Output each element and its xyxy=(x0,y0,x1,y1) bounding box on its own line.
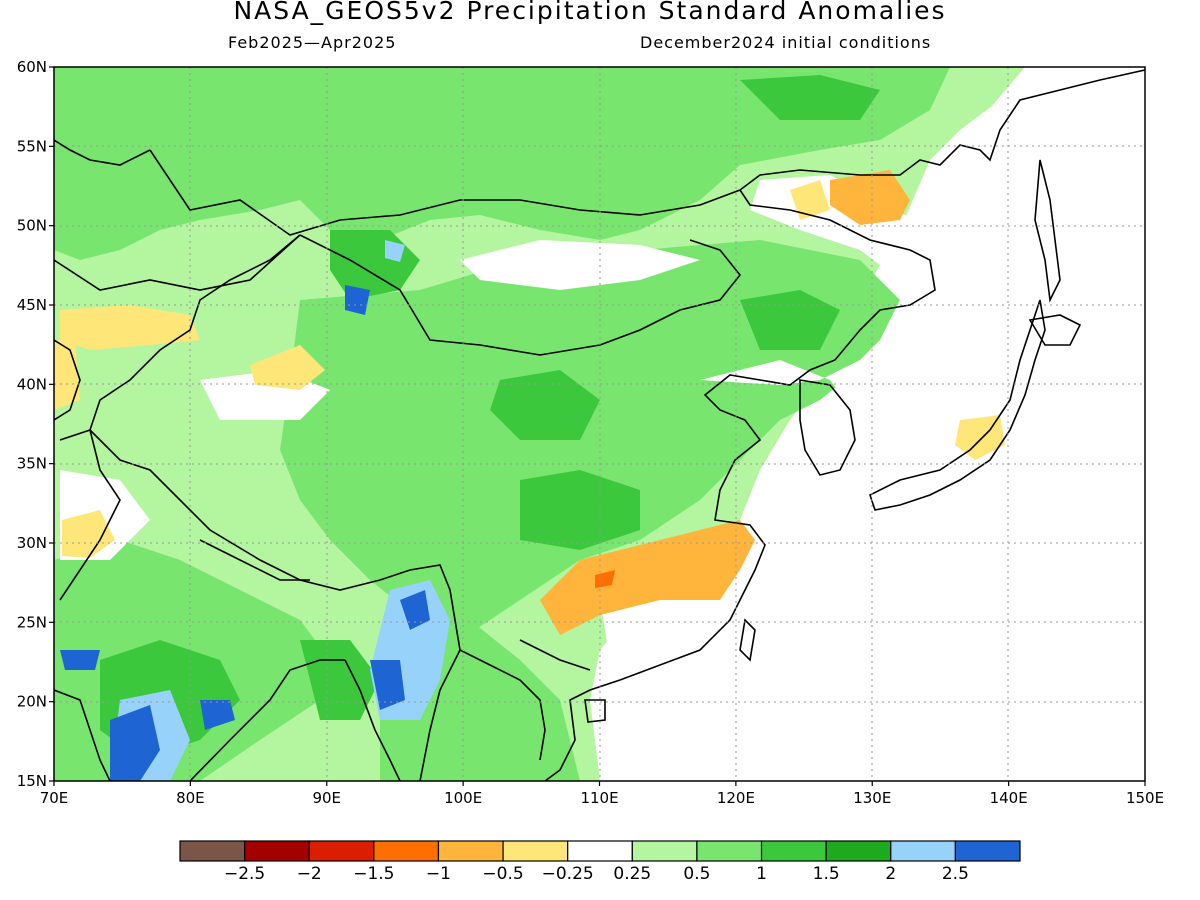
lat-tick-label: 25N xyxy=(17,613,47,631)
coastline-east-asia xyxy=(544,69,1145,781)
colorbar-swatch xyxy=(244,840,310,862)
colorbar-swatch xyxy=(502,840,569,862)
colorbar-swatch xyxy=(308,840,375,862)
border-indochina xyxy=(419,649,546,781)
colorbar-label: −2 xyxy=(297,864,322,884)
border-india-nepal xyxy=(199,539,310,581)
anomaly-field-blue-6 xyxy=(200,700,235,730)
anomaly-field-blue-5 xyxy=(110,705,160,781)
colorbar-swatch xyxy=(954,840,1021,862)
anomaly-field-green-north xyxy=(54,67,950,260)
anomaly-field-dry-kazakhstan-2 xyxy=(54,340,80,410)
colorbar-swatch xyxy=(890,840,956,862)
map-title: NASA_GEOS5v2 Precipitation Standard Anom… xyxy=(233,0,947,25)
lon-tick-label: 140E xyxy=(990,789,1028,807)
lat-tick-label: 50N xyxy=(17,217,47,235)
colorbar-label: 2 xyxy=(885,864,896,884)
lon-tick-label: 90E xyxy=(312,789,341,807)
anomaly-field-blue-2 xyxy=(400,590,430,630)
border-kazakhstan xyxy=(54,234,301,291)
colorbar-swatch xyxy=(825,840,892,862)
anomaly-field-strong-green-3 xyxy=(740,290,840,350)
lon-tick-label: 80E xyxy=(176,789,205,807)
lon-tick-label: 110E xyxy=(580,789,618,807)
anomaly-field-neutral-4 xyxy=(600,67,1145,781)
anomaly-field-dry-india xyxy=(62,510,115,558)
coastline-caspian xyxy=(54,139,151,421)
lon-tick-label: 100E xyxy=(444,789,482,807)
lat-tick-label: 55N xyxy=(17,137,47,155)
anomaly-field-dry-manchuria-light xyxy=(790,180,830,220)
colorbar-swatch xyxy=(760,840,827,862)
colorbar-label: 1 xyxy=(756,864,767,884)
anomaly-field-strong-green-5 xyxy=(740,75,880,120)
border-pakistan-india xyxy=(59,429,121,601)
colorbar-swatch xyxy=(567,840,633,862)
anomaly-field-dry-kazakhstan xyxy=(60,305,200,350)
coastline-hainan xyxy=(584,699,606,723)
lat-tick-label: 35N xyxy=(17,455,47,473)
anomaly-field-dry-manchuria xyxy=(830,170,910,225)
coastline-japan xyxy=(869,299,1046,511)
lat-tick-label: 60N xyxy=(17,58,47,76)
lon-tick-label: 70E xyxy=(40,789,69,807)
coastline-sakhalin xyxy=(1034,159,1061,303)
colorbar-swatch xyxy=(373,840,440,862)
colorbar-label: 2.5 xyxy=(942,864,969,884)
colorbar-swatch xyxy=(631,840,698,862)
coastline-korea xyxy=(799,379,856,476)
colorbar-swatch xyxy=(179,840,246,862)
longitude-axis: 70E 80E 90E 100E 110E 120E 130E 140E 150E xyxy=(40,781,1164,807)
coastlines-and-borders xyxy=(54,69,1145,781)
initial-conditions: December2024 initial conditions xyxy=(640,33,932,52)
anomaly-field-blue-9 xyxy=(385,240,405,262)
anomaly-field-dry-china xyxy=(540,520,755,635)
border-china-vietnam xyxy=(519,639,591,671)
lat-tick-label: 45N xyxy=(17,296,47,314)
colorbar-label: 1.5 xyxy=(813,864,840,884)
colorbar-label: −0.25 xyxy=(542,864,594,884)
latitude-axis: 15N 20N 25N 30N 35N 40N 45N 50N 55N 60N xyxy=(17,58,54,790)
anomaly-field-strong-green-1 xyxy=(490,370,600,440)
colorbar-swatch xyxy=(437,840,504,862)
coastline-india xyxy=(54,659,345,781)
anomaly-field-dry-central xyxy=(250,345,325,390)
colorbar-legend: −2.5 −2 −1.5 −1 −0.5 −0.25 0.25 0.5 1 1.5 2 2.5 xyxy=(179,840,1021,884)
colorbar-label: 0.25 xyxy=(613,864,651,884)
lat-tick-label: 30N xyxy=(17,534,47,552)
forecast-period: Feb2025—Apr2025 xyxy=(228,33,397,52)
coastline-hokkaido xyxy=(1028,314,1082,346)
colorbar-label: 0.5 xyxy=(683,864,710,884)
colorbar-label: −2.5 xyxy=(224,864,265,884)
lon-tick-label: 130E xyxy=(853,789,891,807)
colorbar-label: −0.5 xyxy=(482,864,523,884)
colorbar-label: −1 xyxy=(426,864,451,884)
border-china-central-asia xyxy=(59,234,301,441)
lon-tick-label: 120E xyxy=(717,789,755,807)
anomaly-field-blue-3 xyxy=(370,660,405,710)
lat-tick-label: 40N xyxy=(17,375,47,393)
colorbar-label: −1.5 xyxy=(353,864,394,884)
anomaly-field-blue-8 xyxy=(345,285,370,315)
coastline-bay-of-bengal xyxy=(344,659,401,781)
anomaly-field-neutral-1 xyxy=(460,240,700,290)
lon-tick-label: 150E xyxy=(1126,789,1164,807)
anomaly-field-blue-7 xyxy=(60,650,100,670)
anomaly-field-strong-green-2 xyxy=(520,470,640,550)
colorbar-swatch xyxy=(696,840,763,862)
border-russia-mongolia xyxy=(149,149,741,236)
lat-tick-label: 20N xyxy=(17,693,47,711)
anomaly-field-neutral-5 xyxy=(600,600,700,670)
map-plot-area xyxy=(54,67,1145,781)
graticule xyxy=(54,67,1145,781)
coastline-taiwan xyxy=(739,618,756,662)
lat-tick-label: 15N xyxy=(17,772,47,790)
